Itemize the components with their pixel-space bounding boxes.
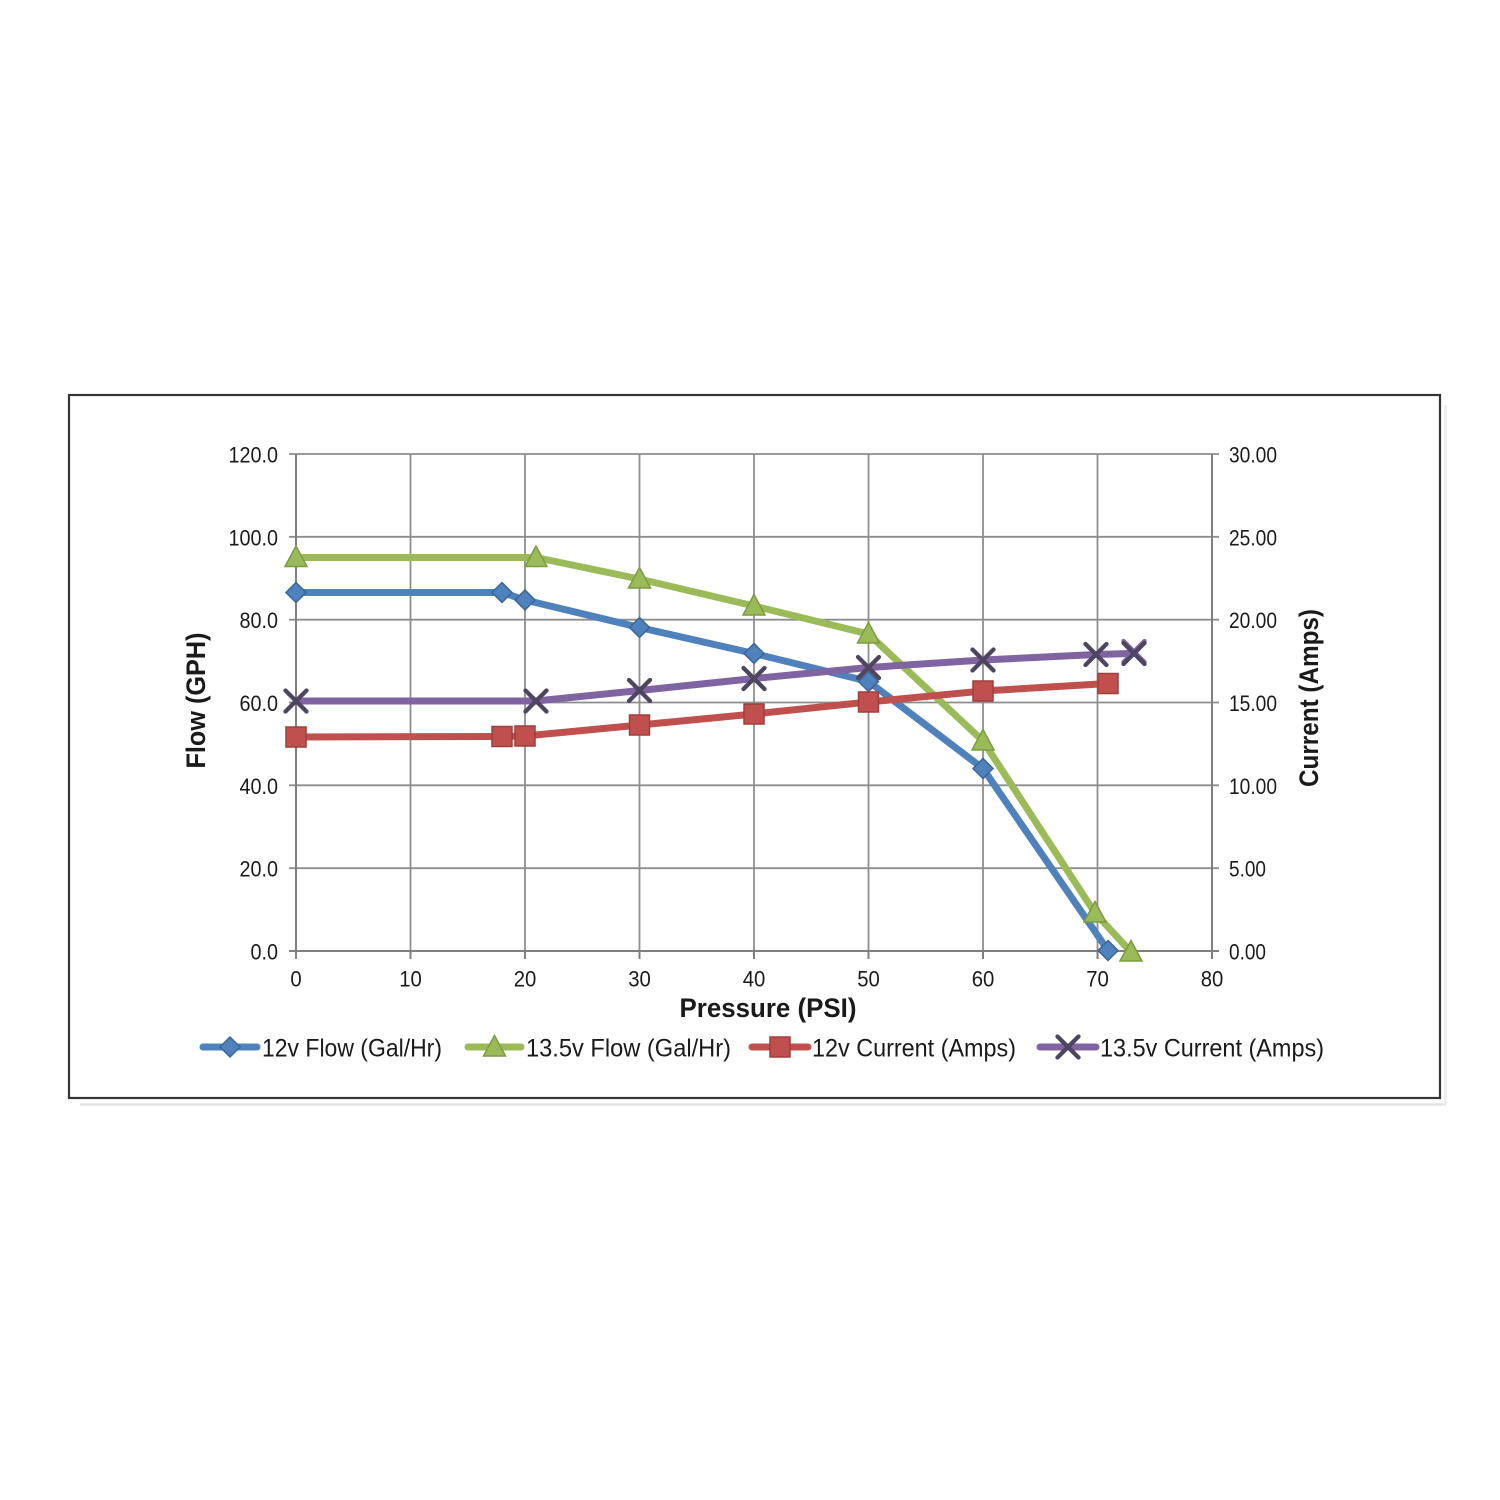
svg-text:60: 60: [972, 967, 995, 992]
svg-text:13.5v Flow (Gal/Hr): 13.5v Flow (Gal/Hr): [526, 1035, 731, 1063]
svg-text:80.0: 80.0: [240, 608, 279, 633]
svg-text:12v Flow (Gal/Hr): 12v Flow (Gal/Hr): [262, 1035, 442, 1063]
svg-text:40.0: 40.0: [240, 774, 279, 799]
svg-text:10.00: 10.00: [1229, 774, 1277, 799]
svg-text:60.0: 60.0: [240, 691, 279, 716]
svg-text:30.00: 30.00: [1229, 443, 1277, 468]
svg-text:12v Current (Amps): 12v Current (Amps): [812, 1035, 1016, 1063]
svg-text:100.0: 100.0: [229, 525, 279, 550]
svg-text:Pressure (PSI): Pressure (PSI): [680, 993, 857, 1023]
svg-text:0: 0: [290, 967, 301, 992]
svg-text:15.00: 15.00: [1229, 691, 1277, 716]
svg-text:25.00: 25.00: [1229, 525, 1277, 550]
svg-text:Current (Amps): Current (Amps): [1294, 609, 1324, 787]
svg-text:10: 10: [399, 967, 422, 992]
svg-text:20.0: 20.0: [240, 857, 279, 882]
svg-text:50: 50: [857, 967, 880, 992]
svg-text:20: 20: [514, 967, 537, 992]
svg-text:40: 40: [743, 967, 766, 992]
svg-text:30: 30: [628, 967, 651, 992]
svg-text:Flow (GPH): Flow (GPH): [181, 633, 211, 769]
svg-text:120.0: 120.0: [229, 443, 279, 468]
svg-text:5.00: 5.00: [1229, 857, 1266, 882]
svg-text:0.00: 0.00: [1229, 940, 1266, 965]
svg-text:70: 70: [1086, 967, 1109, 992]
svg-text:80: 80: [1201, 967, 1224, 992]
svg-text:20.00: 20.00: [1229, 608, 1277, 633]
svg-text:13.5v Current (Amps): 13.5v Current (Amps): [1100, 1035, 1324, 1063]
svg-text:0.0: 0.0: [251, 940, 279, 965]
